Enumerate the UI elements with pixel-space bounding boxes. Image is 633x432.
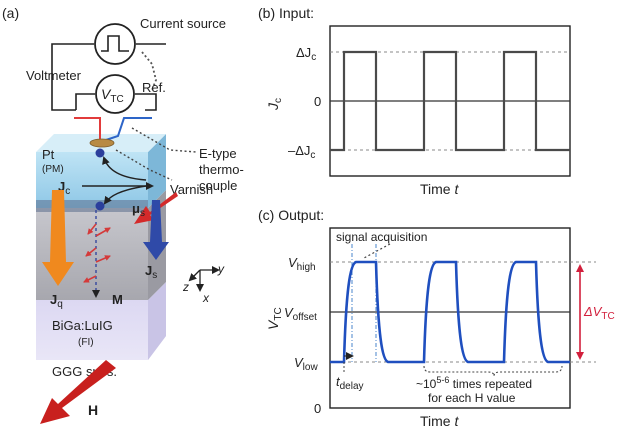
output-ylabel: VTC <box>265 307 284 330</box>
ggg-substrate <box>36 282 166 360</box>
mus-label: μs <box>132 201 145 219</box>
voltmeter-circle-icon <box>95 74 135 114</box>
varnish-pointer <box>115 149 173 181</box>
signal-acquisition-label: signal acquisition <box>336 230 427 244</box>
thermocouple-red-wire <box>74 117 101 140</box>
panel-b-label: (b) Input: <box>258 5 314 21</box>
varnish-spot <box>89 138 115 148</box>
circuit-wires <box>51 43 166 111</box>
varnish-label: Varnish <box>170 182 213 197</box>
electron-path-upper <box>102 156 147 181</box>
repeat-line2: for each H value <box>428 391 516 405</box>
panel-a-label: (a) <box>2 5 19 21</box>
tdelay-label: tdelay <box>336 374 364 392</box>
axis-x-label: x <box>202 291 210 305</box>
input-square-wave <box>330 50 570 152</box>
electron-path-lower <box>103 185 147 205</box>
etype-pointer <box>131 127 197 153</box>
repeat-brace <box>423 365 563 377</box>
voltmeter-label: Voltmeter <box>26 68 82 83</box>
jq-arrow <box>42 190 74 286</box>
m-label: M <box>112 292 123 307</box>
axis-z-label: z <box>182 280 189 294</box>
input-tick-pos: ΔJc <box>296 45 316 63</box>
output-trace <box>330 260 570 364</box>
coordinate-axes <box>188 266 220 292</box>
delta-vtc-label: ΔVTC <box>583 304 615 322</box>
spin-arrows <box>83 223 111 283</box>
square-pulse-source-icon <box>94 23 136 65</box>
big-label: BiGa:LuIG <box>52 318 113 333</box>
panel-c: (c) Output: signal acquisition tdelay ~1… <box>258 207 615 429</box>
pt-label: Pt <box>42 147 55 162</box>
vtc-label: VTC <box>101 86 124 105</box>
axis-y-label: y <box>217 262 225 276</box>
etype-label-3: couple <box>199 178 237 193</box>
input-tick-neg: –ΔJc <box>288 143 315 161</box>
output-xlabel: Time t <box>420 413 459 429</box>
voffset-label: Voffset <box>284 305 317 323</box>
panel-a: (a) Current source VTC Voltmeter Ref. <box>2 5 244 424</box>
repeat-line1: ~105-6 times repeated <box>416 375 532 391</box>
ref-label: Ref. <box>142 80 166 95</box>
electron-dots <box>95 148 105 211</box>
output-plot-frame <box>329 227 571 409</box>
panel-c-label: (c) Output: <box>258 207 324 223</box>
thermocouple-blue-wire <box>105 117 152 141</box>
h-arrow <box>40 360 116 424</box>
vlow-label: Vlow <box>294 355 318 373</box>
ref-dotted-line <box>141 51 157 91</box>
h-label: H <box>88 402 98 418</box>
fi-label: (FI) <box>78 337 94 348</box>
input-tick-zero: 0 <box>314 94 321 109</box>
acq-pointer <box>363 243 391 259</box>
etype-label-1: E-type <box>199 146 237 161</box>
input-xlabel: Time t <box>420 181 459 197</box>
input-ylabel: Jc <box>265 98 284 111</box>
pm-label: (PM) <box>42 164 64 175</box>
js-arrow <box>143 200 169 260</box>
vhigh-label: Vhigh <box>288 255 316 273</box>
current-source-label: Current source <box>140 16 226 31</box>
jq-label: Jq <box>50 292 63 310</box>
panel-b: (b) Input: ΔJc 0 –ΔJc Jc Time t <box>258 5 571 197</box>
js-label: Js <box>145 263 157 281</box>
jc-label: Jc <box>58 179 70 197</box>
etype-label-2: thermo- <box>199 162 244 177</box>
output-tick-zero: 0 <box>314 401 321 416</box>
